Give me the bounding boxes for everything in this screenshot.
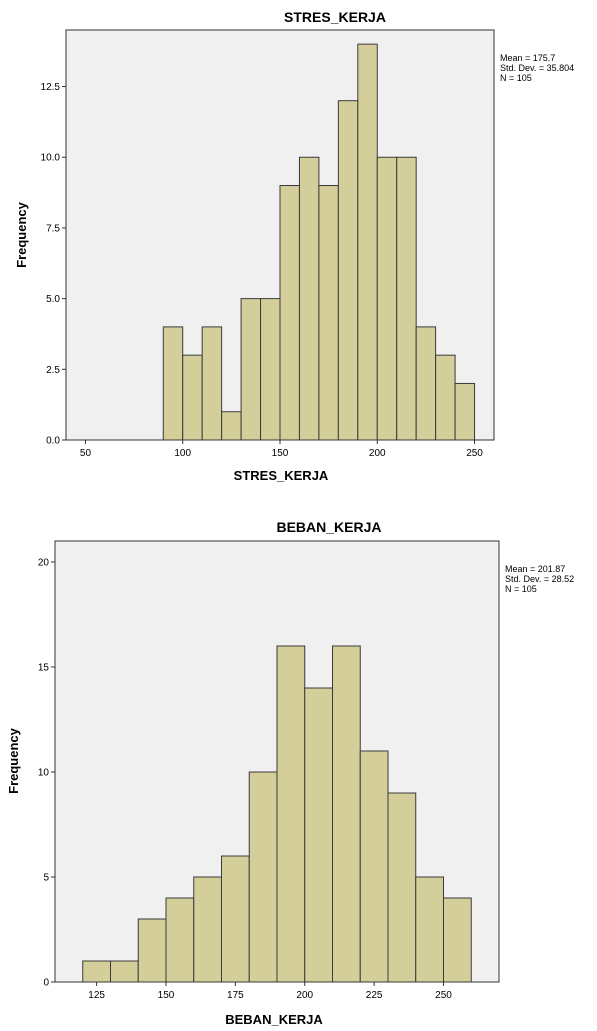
histogram-bar (260, 298, 281, 441)
x-tick-label: 50 (80, 448, 92, 459)
histogram-bar (332, 645, 361, 983)
stats-n: N = 105 (500, 73, 532, 83)
histogram-bar (248, 771, 278, 983)
stats-mean: Mean = 201.87 (505, 564, 565, 574)
histogram-bar (240, 298, 262, 441)
bar-group (162, 43, 476, 441)
y-tick-label: 15 (38, 663, 50, 674)
histogram-bar (137, 918, 167, 983)
histogram-bar (415, 876, 444, 983)
y-tick-label: 7.5 (46, 223, 60, 234)
y-tick-label: 10.0 (41, 153, 61, 164)
histogram-bar (435, 354, 456, 441)
y-tick-label: 12.5 (41, 82, 61, 93)
histogram-bar (165, 897, 195, 983)
histogram-bar (221, 411, 242, 441)
x-axis-label: STRES_KERJA (234, 468, 329, 483)
chart-stres-kerja: STRES_KERJA 50 100 150 200 250 0.0 2.5 5.0 7.5 10… (14, 9, 574, 483)
histogram-bar (279, 185, 300, 441)
chart-title: BEBAN_KERJA (276, 519, 381, 535)
x-tick-label: 225 (366, 990, 383, 1001)
histogram-bar (454, 382, 476, 441)
stats-mean: Mean = 175.7 (500, 53, 555, 63)
x-tick-label: 100 (174, 448, 191, 459)
y-tick-label: 5.0 (46, 294, 60, 305)
x-tick-label: 125 (88, 990, 105, 1001)
histogram-bar (182, 354, 203, 441)
histogram-bar (110, 960, 139, 983)
y-axis-label: Frequency (6, 727, 21, 794)
y-tick-label: 0.0 (46, 436, 60, 447)
y-tick-label: 2.5 (46, 365, 60, 376)
histogram-bar (443, 897, 472, 983)
histogram-bar (376, 156, 398, 441)
histogram-bar (304, 687, 333, 983)
histogram-bar (82, 960, 111, 983)
histogram-bar (276, 645, 306, 983)
histogram-bar (298, 156, 320, 441)
x-tick-label: 250 (435, 990, 452, 1001)
tick-group: 50 100 150 200 250 0.0 2.5 5.0 7.5 10.0 12.5 (41, 82, 484, 459)
histogram-bar (201, 326, 223, 441)
x-tick-label: 200 (296, 990, 313, 1001)
y-tick-label: 20 (38, 558, 50, 569)
chart-title: STRES_KERJA (284, 9, 386, 25)
x-tick-label: 150 (158, 990, 175, 1001)
y-axis-label: Frequency (14, 201, 29, 268)
bar-group (82, 645, 472, 983)
histogram-bar (193, 876, 222, 983)
histogram-bar (396, 156, 417, 441)
x-tick-label: 175 (227, 990, 244, 1001)
histogram-bar (337, 100, 359, 441)
histogram-bar (162, 326, 184, 441)
x-tick-label: 200 (369, 448, 386, 459)
x-axis-label: BEBAN_KERJA (225, 1012, 323, 1027)
chart-beban-kerja: BEBAN_KERJA 125 150 175 200 225 250 0 5 10 15 20 F… (6, 519, 574, 1027)
histogram-bar (359, 750, 389, 983)
y-tick-label: 10 (38, 768, 50, 779)
x-tick-label: 250 (466, 448, 483, 459)
histogram-bar (415, 326, 437, 441)
tick-group: 125 150 175 200 225 250 0 5 10 15 20 (38, 558, 452, 1002)
y-tick-label: 5 (43, 873, 49, 884)
y-tick-label: 0 (43, 978, 49, 989)
stats-std-dev: Std. Dev. = 28.52 (505, 574, 574, 584)
histogram-bar (221, 855, 250, 983)
stats-n: N = 105 (505, 584, 537, 594)
histogram-bar (318, 185, 339, 441)
x-tick-label: 150 (272, 448, 289, 459)
histogram-bar (387, 792, 417, 983)
stats-std-dev: Std. Dev. = 35.804 (500, 63, 574, 73)
histogram-bar (357, 43, 378, 441)
